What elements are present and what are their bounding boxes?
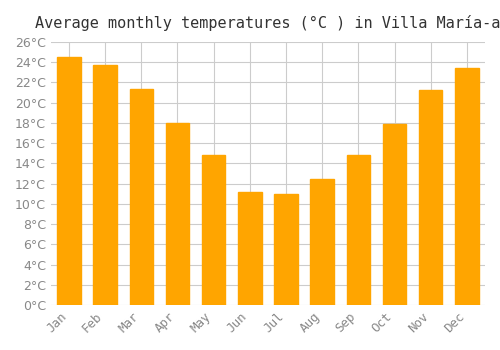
Bar — [202, 155, 226, 305]
Bar — [383, 124, 406, 305]
Title: Average monthly temperatures (°C ) in Villa María-a: Average monthly temperatures (°C ) in Vi… — [35, 15, 500, 31]
Bar — [455, 68, 478, 305]
Bar — [57, 57, 80, 305]
Bar — [94, 65, 117, 305]
Bar — [274, 194, 298, 305]
Bar — [166, 123, 189, 305]
Bar — [310, 178, 334, 305]
Bar — [419, 90, 442, 305]
Bar — [238, 192, 262, 305]
Bar — [130, 90, 153, 305]
Bar — [346, 155, 370, 305]
